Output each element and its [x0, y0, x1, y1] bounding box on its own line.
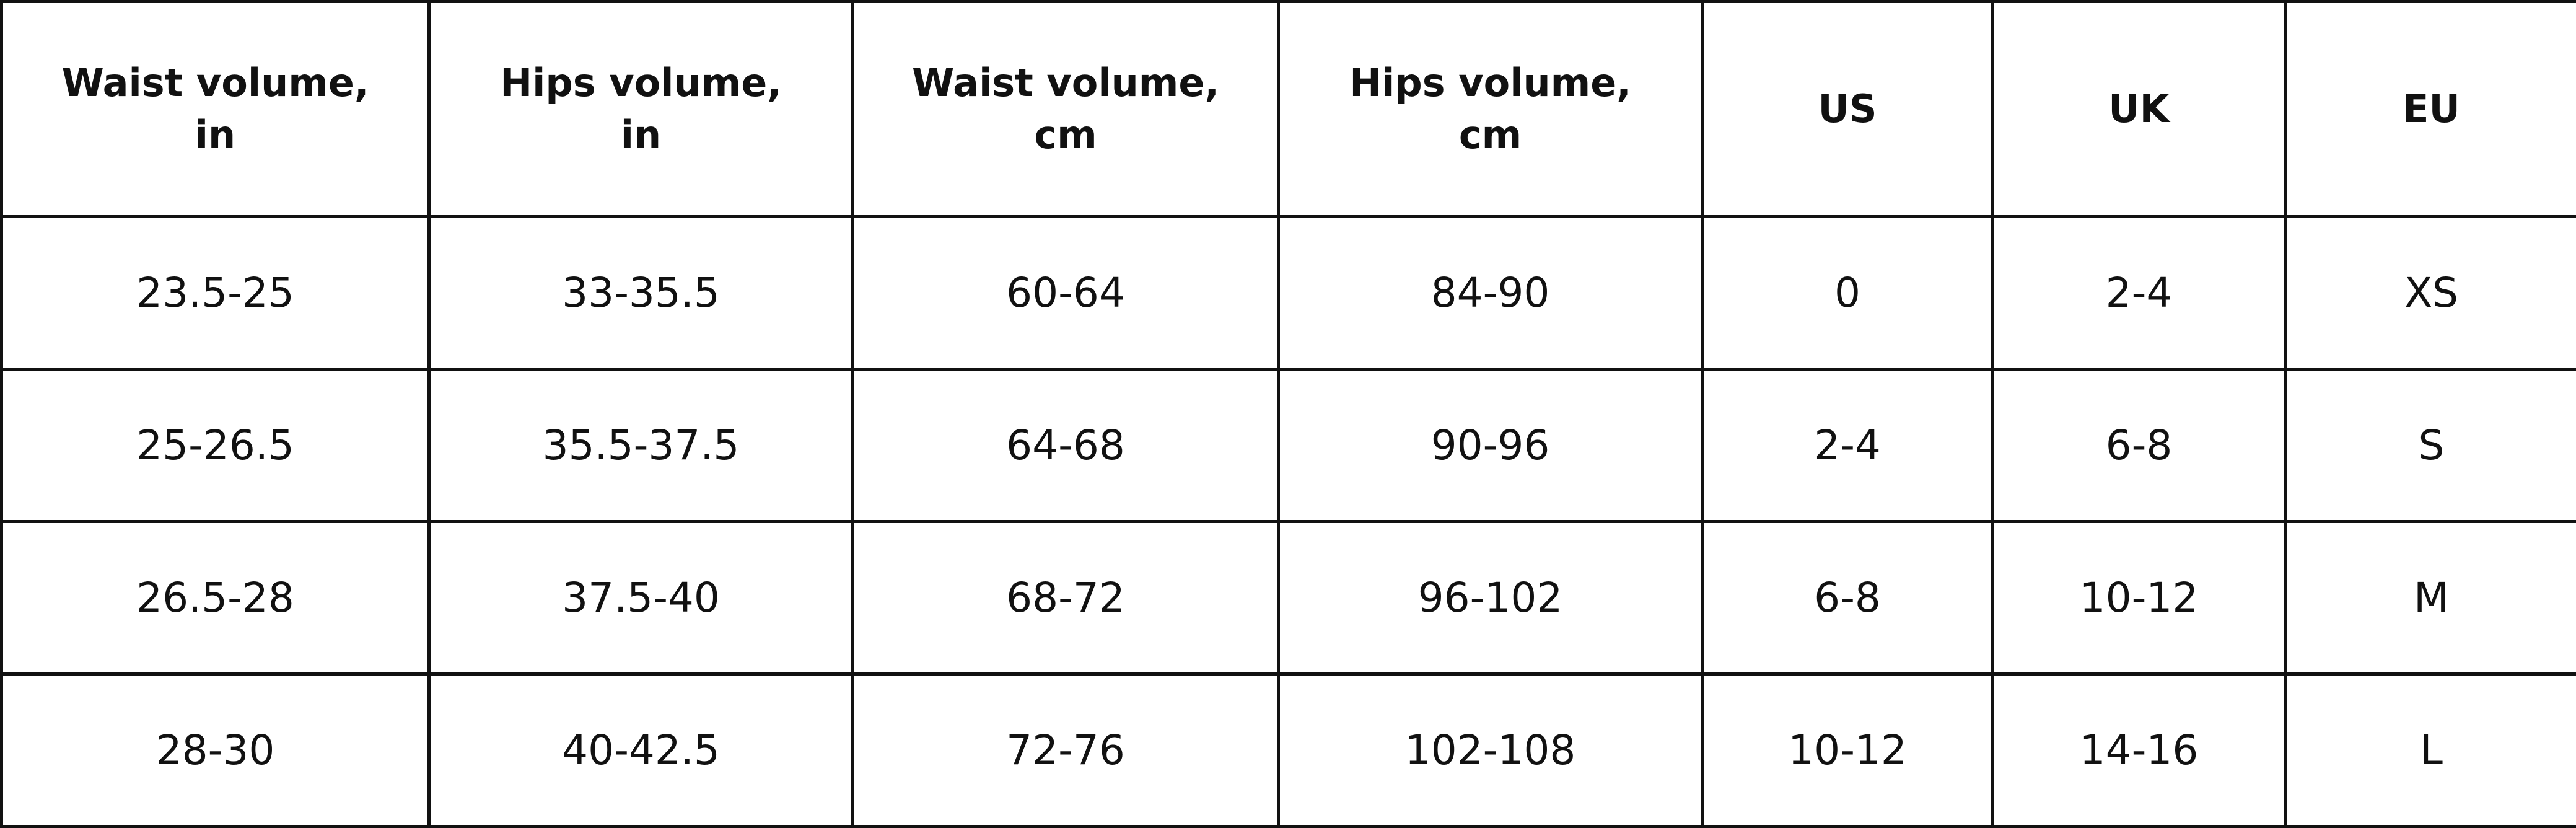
- table-cell: 6-8: [1993, 369, 2285, 522]
- table-cell: 6-8: [1702, 522, 1993, 674]
- table-cell: 26.5-28: [2, 522, 429, 674]
- table-cell: S: [2285, 369, 2576, 522]
- table-cell: 25-26.5: [2, 369, 429, 522]
- table-cell: 60-64: [853, 217, 1279, 369]
- header-cell: EU: [2285, 2, 2576, 217]
- header-cell: UK: [1993, 2, 2285, 217]
- table-cell: 37.5-40: [429, 522, 853, 674]
- table-cell: 14-16: [1993, 674, 2285, 827]
- table-cell: 10-12: [1993, 522, 2285, 674]
- table-cell: 102-108: [1279, 674, 1702, 827]
- table-cell: 64-68: [853, 369, 1279, 522]
- table-cell: XS: [2285, 217, 2576, 369]
- table-cell: 2-4: [1702, 369, 1993, 522]
- table-cell: 0: [1702, 217, 1993, 369]
- table-cell: 96-102: [1279, 522, 1702, 674]
- table-cell: 33-35.5: [429, 217, 853, 369]
- table-cell: 84-90: [1279, 217, 1702, 369]
- table-cell: 90-96: [1279, 369, 1702, 522]
- table-cell: 28-30: [2, 674, 429, 827]
- header-cell: Hips volume, in: [429, 2, 853, 217]
- header-cell: Hips volume, cm: [1279, 2, 1702, 217]
- header-cell: Waist volume, in: [2, 2, 429, 217]
- table-cell: L: [2285, 674, 2576, 827]
- table-cell: M: [2285, 522, 2576, 674]
- header-cell: US: [1702, 2, 1993, 217]
- table-cell: 10-12: [1702, 674, 1993, 827]
- table-cell: 2-4: [1993, 217, 2285, 369]
- table-cell: 72-76: [853, 674, 1279, 827]
- table-cell: 40-42.5: [429, 674, 853, 827]
- table-cell: 68-72: [853, 522, 1279, 674]
- table-cell: 23.5-25: [2, 217, 429, 369]
- table-cell: 35.5-37.5: [429, 369, 853, 522]
- header-cell: Waist volume, cm: [853, 2, 1279, 217]
